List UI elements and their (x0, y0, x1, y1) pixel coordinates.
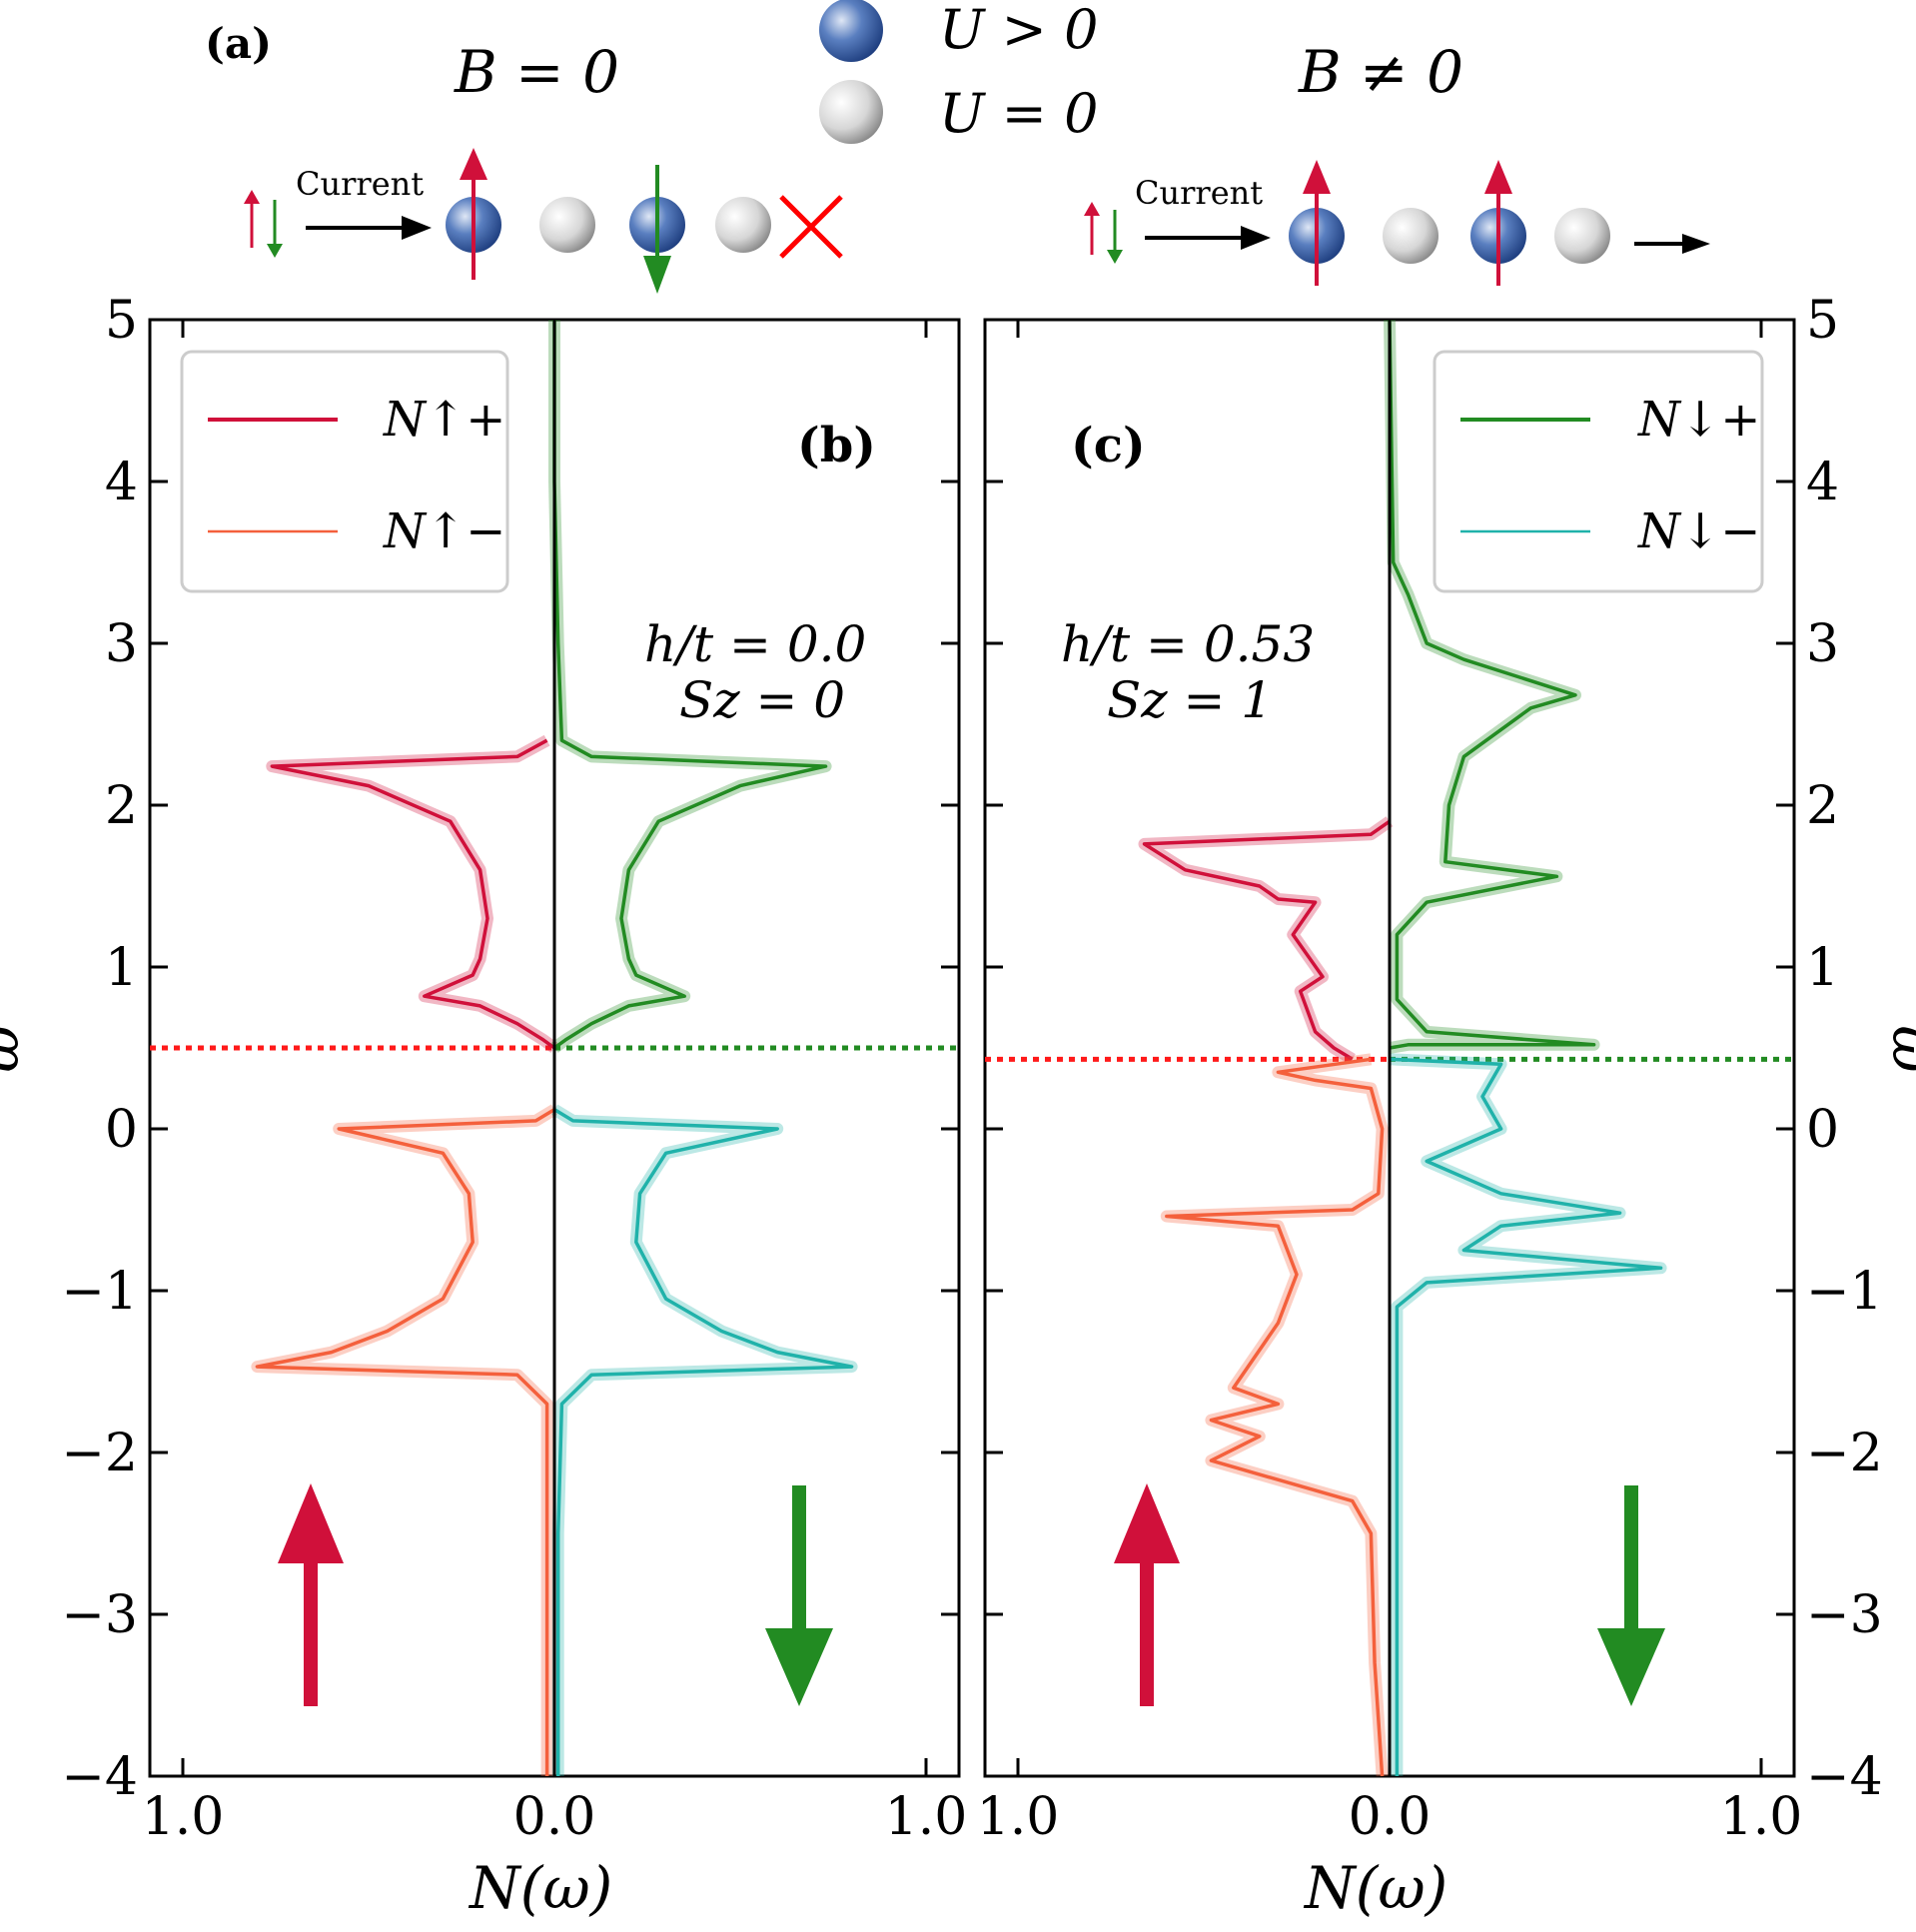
legend-b-entry-1: N↑+ (383, 392, 505, 448)
y-tick-label: −2 (1806, 1424, 1883, 1483)
series-line-0-3 (553, 1108, 854, 1776)
legend-sphere-u-pos (819, 0, 883, 62)
spin-up-big-arrow-icon (1114, 1483, 1180, 1706)
series-line-0-1 (255, 1108, 555, 1776)
series-band-1-1 (1160, 1053, 1389, 1777)
series-line-0-0 (270, 738, 556, 1050)
chain-left: Current (244, 148, 843, 294)
series-line-1-1 (1165, 1057, 1385, 1777)
y-tick-label: 4 (1806, 453, 1839, 512)
y-axis-label-c: ω (1879, 1025, 1916, 1072)
annotation-b-line2: Sz = 0 (679, 671, 845, 729)
y-tick-label: 1 (1806, 938, 1839, 998)
legend-b-entry-2: N↑− (383, 503, 505, 559)
chain-right: Current (1084, 160, 1710, 286)
x-tick-label: 1.0 (1720, 1787, 1803, 1847)
series-c (1138, 319, 1667, 1777)
legend-c: N↓+ N↓− (1433, 350, 1764, 593)
panel-b: −4 −3 −2 −1 0 1 2 3 4 5 1.0 0.0 1.0 (b) h/t = 0.0 S… (0, 291, 967, 1922)
annotation-c-line2: Sz = 1 (1107, 671, 1273, 729)
y-axis-b: −4 −3 −2 −1 0 1 2 3 4 5 (61, 291, 959, 1807)
y-tick-label: −2 (61, 1424, 138, 1483)
x-tick-label: 0.0 (1349, 1787, 1432, 1847)
y-tick-label: 5 (105, 291, 138, 351)
y-tick-label: −4 (61, 1747, 138, 1807)
annotation-b-line1: h/t = 0.0 (644, 615, 866, 673)
x-tick-label: 0.0 (513, 1787, 596, 1847)
b-nonzero-label: B ≠ 0 (1298, 38, 1463, 106)
legend-sphere-u-zero (819, 80, 883, 144)
x-axis-label-c: N(ω) (1303, 1854, 1447, 1922)
panel-c-label: (c) (1071, 418, 1146, 474)
series-band-1-0 (1138, 816, 1394, 1065)
y-axis-c: −4 −3 −2 −1 0 1 2 3 4 5 (985, 291, 1883, 1807)
x-axis-c: 1.0 0.0 1.0 (977, 320, 1803, 1847)
series-b (251, 320, 858, 1776)
y-tick-label: −3 (61, 1585, 138, 1645)
legend-b: N↑+ N↑− (180, 350, 509, 593)
y-axis-label-b: ω (0, 1025, 32, 1072)
panel-b-label: (b) (797, 418, 876, 474)
y-tick-label: 0 (105, 1100, 138, 1160)
legend-c-entry-1: N↓+ (1637, 392, 1760, 448)
current-label-left: Current (296, 165, 424, 203)
series-band-0-0 (266, 734, 558, 1053)
annotation-c-line1: h/t = 0.53 (1061, 615, 1315, 673)
series-line-1-2 (1388, 319, 1596, 1050)
y-tick-label: −1 (61, 1262, 138, 1322)
legend-u-zero-label: U = 0 (939, 82, 1098, 145)
current-label-right: Current (1135, 174, 1263, 212)
y-tick-label: 5 (1806, 291, 1839, 351)
header-panel-a: (a) B = 0 B ≠ 0 U > 0 U = 0 Current (205, 0, 1710, 294)
legend-c-entry-2: N↓− (1637, 503, 1760, 559)
y-tick-label: 4 (105, 453, 138, 512)
y-tick-label: −1 (1806, 1262, 1883, 1322)
x-tick-label: 1.0 (977, 1787, 1060, 1847)
series-line-0-2 (552, 320, 828, 1050)
y-tick-label: 2 (1806, 776, 1839, 836)
series-line-1-3 (1389, 1057, 1663, 1776)
y-tick-label: 0 (1806, 1100, 1839, 1160)
x-axis-b: 1.0 0.0 1.0 (142, 320, 968, 1847)
series-band-0-1 (251, 1104, 558, 1776)
spin-down-big-arrow-icon (1597, 1485, 1665, 1706)
legend-u-pos-label: U > 0 (939, 0, 1098, 61)
blocked-x-icon (779, 195, 843, 259)
x-axis-label-b: N(ω) (468, 1854, 612, 1922)
y-tick-label: −4 (1806, 1747, 1883, 1807)
spin-up-big-arrow-icon (278, 1483, 344, 1706)
site-zero-2 (715, 197, 771, 253)
x-tick-label: 1.0 (142, 1787, 225, 1847)
site-zero-3 (1383, 208, 1438, 264)
x-tick-label: 1.0 (885, 1787, 968, 1847)
panel-a-label: (a) (205, 19, 272, 68)
y-tick-label: 2 (105, 776, 138, 836)
y-tick-label: 3 (1806, 614, 1839, 674)
y-tick-label: −3 (1806, 1585, 1883, 1645)
y-tick-label: 3 (105, 614, 138, 674)
b-zero-label: B = 0 (454, 38, 619, 106)
site-zero-4 (1554, 208, 1610, 264)
spin-down-big-arrow-icon (765, 1485, 833, 1706)
y-tick-label: 1 (105, 938, 138, 998)
series-line-1-0 (1142, 819, 1392, 1061)
site-zero-1 (539, 197, 595, 253)
